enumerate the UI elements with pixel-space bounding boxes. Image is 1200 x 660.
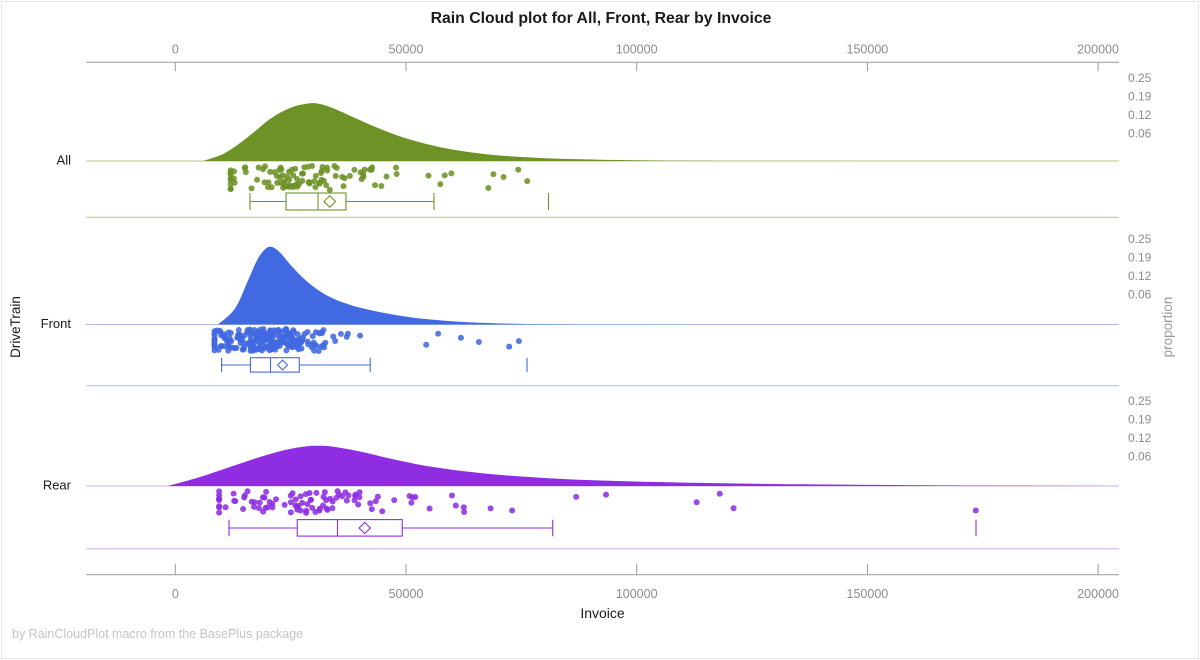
svg-text:150000: 150000 <box>847 587 889 601</box>
svg-text:200000: 200000 <box>1077 587 1119 601</box>
svg-text:0.12: 0.12 <box>1128 269 1152 283</box>
svg-text:0.19: 0.19 <box>1128 251 1152 265</box>
svg-text:0.25: 0.25 <box>1128 71 1152 85</box>
svg-text:0.12: 0.12 <box>1128 108 1152 122</box>
svg-text:All: All <box>57 153 72 168</box>
svg-text:0.12: 0.12 <box>1128 431 1152 445</box>
svg-text:Invoice: Invoice <box>580 605 625 621</box>
svg-text:DriveTrain: DriveTrain <box>8 296 23 358</box>
svg-text:200000: 200000 <box>1077 43 1119 57</box>
svg-text:0.19: 0.19 <box>1128 90 1152 104</box>
svg-text:0.19: 0.19 <box>1128 413 1152 427</box>
svg-text:50000: 50000 <box>389 587 424 601</box>
svg-text:by RainCloudPlot macro from th: by RainCloudPlot macro from the BasePlus… <box>12 627 303 641</box>
svg-text:Front: Front <box>41 316 72 331</box>
svg-text:150000: 150000 <box>847 43 889 57</box>
svg-text:Rear: Rear <box>43 478 72 493</box>
svg-text:0.06: 0.06 <box>1128 288 1152 302</box>
svg-text:0: 0 <box>172 587 179 601</box>
svg-text:100000: 100000 <box>616 587 658 601</box>
svg-text:0.06: 0.06 <box>1128 127 1152 141</box>
svg-text:0.06: 0.06 <box>1128 450 1152 464</box>
svg-text:0.25: 0.25 <box>1128 232 1152 246</box>
svg-text:0.25: 0.25 <box>1128 394 1152 408</box>
svg-text:Rain Cloud plot for All, Front: Rain Cloud plot for All, Front, Rear by … <box>431 10 772 27</box>
svg-text:50000: 50000 <box>389 43 424 57</box>
svg-text:0: 0 <box>172 43 179 57</box>
svg-text:proportion: proportion <box>1160 297 1175 358</box>
svg-text:100000: 100000 <box>616 43 658 57</box>
